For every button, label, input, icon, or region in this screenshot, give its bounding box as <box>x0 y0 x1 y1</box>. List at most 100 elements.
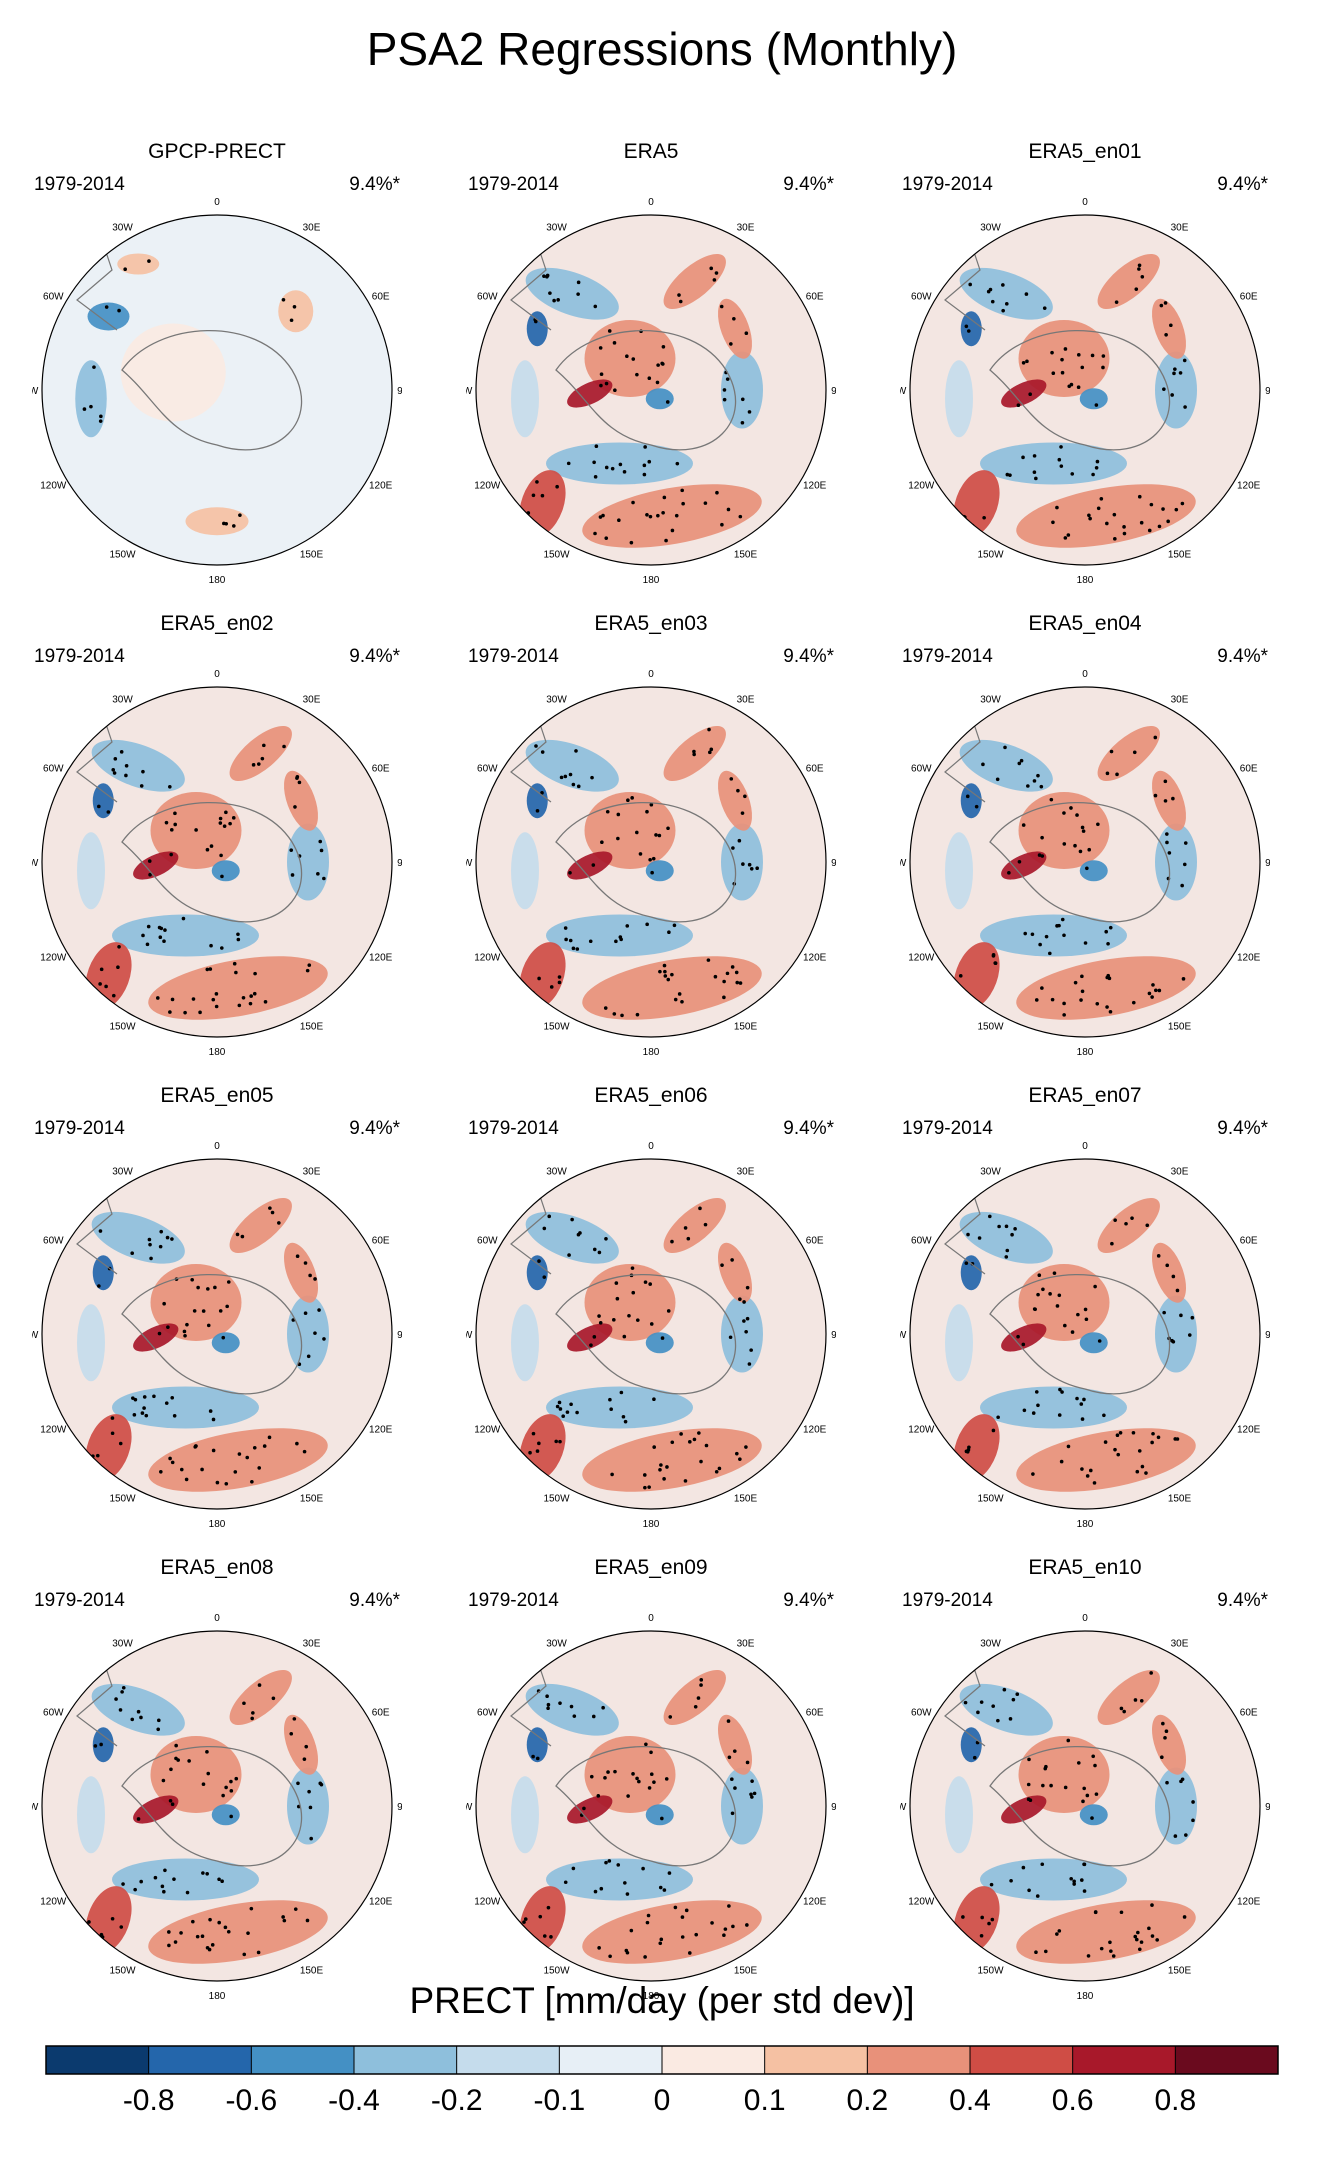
significance-dot <box>205 1871 209 1876</box>
map-panel: 0 30E 60E 90E 120E 150E 180 150W 120W 90W 60W 30W ER… <box>466 612 836 1062</box>
significance-dot <box>601 513 605 518</box>
longitude-label: 0 <box>1082 1141 1088 1152</box>
longitude-label: 30W <box>546 694 567 705</box>
significance-dot <box>194 828 198 832</box>
significance-dot <box>1055 1932 1059 1936</box>
significance-dot <box>977 1236 982 1240</box>
panel-title: ERA5_en03 <box>594 612 708 635</box>
significance-dot <box>292 1717 297 1721</box>
longitude-label: 90E <box>1265 386 1270 397</box>
longitude-label: 150E <box>734 1966 758 1977</box>
significance-dot <box>224 1785 228 1790</box>
significance-dot <box>1031 1472 1035 1476</box>
significance-dot <box>1144 1471 1148 1475</box>
significance-dot <box>567 1253 571 1257</box>
significance-dot <box>990 1917 995 1922</box>
significance-dot <box>706 958 711 962</box>
significance-dot <box>613 388 617 393</box>
significance-dot <box>617 518 621 523</box>
significance-dot <box>535 1449 540 1453</box>
significance-dot <box>1037 1273 1042 1278</box>
panel-title: ERA5_en04 <box>1028 612 1142 635</box>
significance-dot <box>571 946 576 951</box>
significance-dot <box>674 513 679 518</box>
significance-dot <box>738 981 743 985</box>
significance-dot <box>1007 871 1011 875</box>
longitude-label: 90W <box>32 1330 39 1341</box>
significance-dot <box>958 974 963 978</box>
significance-dot <box>683 1226 688 1230</box>
longitude-label: 90E <box>1265 1330 1270 1341</box>
anomaly-region <box>945 1776 973 1854</box>
significance-dot <box>1172 371 1176 376</box>
significance-dot <box>660 1816 664 1821</box>
significance-dot <box>744 1329 748 1334</box>
significance-dot <box>112 771 117 775</box>
significance-dot <box>226 1929 231 1934</box>
significance-dot <box>612 1318 616 1322</box>
significance-dot <box>1016 403 1021 408</box>
significance-dot <box>747 1362 752 1366</box>
longitude-label: 180 <box>643 575 660 586</box>
significance-dot <box>1078 849 1083 854</box>
map-boundary <box>909 686 1261 1038</box>
significance-dot <box>229 1779 233 1784</box>
map-boundary <box>41 214 393 566</box>
significance-dot <box>1080 1417 1085 1421</box>
significance-dot <box>304 1744 309 1749</box>
anomaly-region <box>1079 1804 1108 1826</box>
significance-dot <box>139 1715 143 1720</box>
significance-dot <box>1179 1779 1183 1784</box>
anomaly-region <box>959 1683 1053 1736</box>
significance-dot <box>121 1882 125 1886</box>
significance-dot <box>262 743 266 748</box>
significance-dot <box>668 1715 673 1719</box>
anomaly-region <box>511 832 539 910</box>
significance-dot <box>229 1789 234 1793</box>
significance-dot <box>1017 859 1022 864</box>
significance-dot <box>1099 497 1104 501</box>
significance-dot <box>698 1206 702 1211</box>
significance-dot <box>1087 847 1092 852</box>
significance-dot <box>1161 1721 1165 1726</box>
significance-dot <box>570 1217 574 1222</box>
significance-dot <box>1133 1934 1138 1939</box>
significance-dot <box>555 484 559 489</box>
anomaly-region <box>1079 860 1108 882</box>
significance-dot <box>179 1931 183 1935</box>
significance-dot <box>1083 941 1088 945</box>
longitude-label: 60E <box>372 1708 390 1719</box>
anomaly-region <box>1001 1795 1047 1824</box>
significance-dot <box>650 870 654 875</box>
panel-percent: 9.4%* <box>349 174 400 195</box>
longitude-label: 120E <box>1237 1425 1261 1436</box>
significance-dot <box>726 507 731 512</box>
significance-dot <box>142 1406 146 1410</box>
significance-dot <box>1191 1800 1195 1804</box>
colorbar-segment <box>354 2046 458 2074</box>
significance-dot <box>663 969 667 974</box>
longitude-label: 60W <box>911 764 932 775</box>
significance-dot <box>1190 1315 1195 1320</box>
significance-dot <box>589 1774 594 1779</box>
significance-dot <box>720 1263 724 1267</box>
significance-dot <box>1082 1862 1086 1867</box>
significance-dot <box>147 259 151 263</box>
longitude-label: 150W <box>109 1966 136 1977</box>
significance-dot <box>535 809 540 813</box>
longitude-label: 90W <box>466 1802 473 1813</box>
anomaly-region <box>959 739 1053 792</box>
anomaly-region <box>185 507 249 536</box>
panel-percent: 9.4%* <box>1217 1590 1268 1611</box>
panel-years: 1979-2014 <box>902 174 993 195</box>
significance-dot <box>634 830 639 835</box>
significance-dot <box>263 1000 268 1004</box>
anomaly-region <box>980 1858 1127 1901</box>
significance-dot <box>1133 1698 1138 1702</box>
significance-dot <box>289 848 294 852</box>
significance-dot <box>1167 851 1172 855</box>
significance-dot <box>688 1951 692 1955</box>
significance-dot <box>1075 1396 1079 1401</box>
longitude-label: 150W <box>109 1022 136 1033</box>
significance-dot <box>709 266 714 271</box>
